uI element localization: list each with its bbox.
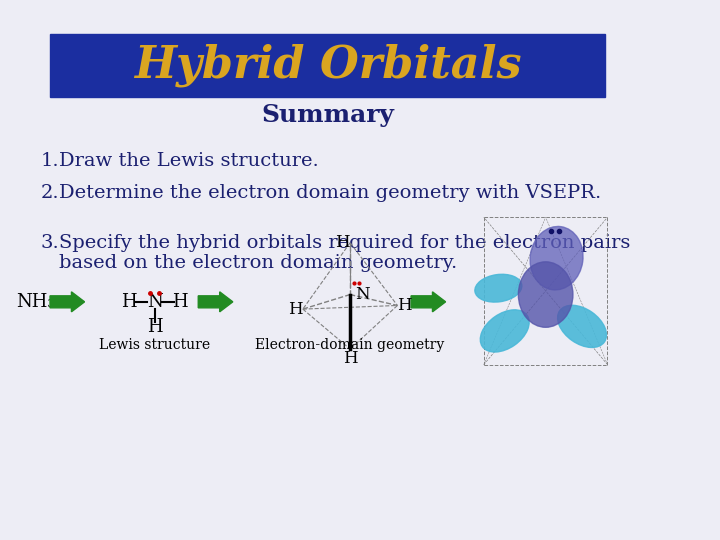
Text: NH₃: NH₃ (17, 293, 55, 311)
Text: Determine the electron domain geometry with VSEPR.: Determine the electron domain geometry w… (59, 184, 601, 201)
Ellipse shape (475, 274, 522, 302)
Bar (50, 33, 605, 97)
Text: Electron-domain geometry: Electron-domain geometry (256, 338, 445, 352)
Text: Lewis structure: Lewis structure (99, 338, 210, 352)
Text: 3.: 3. (41, 234, 60, 252)
Text: Specify the hybrid orbitals required for the electron pairs
based on the electro: Specify the hybrid orbitals required for… (59, 234, 631, 272)
Text: H: H (122, 293, 137, 311)
Text: H: H (147, 318, 163, 336)
Ellipse shape (518, 262, 573, 327)
Text: H: H (343, 350, 357, 367)
Text: 1.: 1. (41, 152, 60, 170)
Text: N: N (356, 286, 370, 303)
Text: Draw the Lewis structure.: Draw the Lewis structure. (59, 152, 319, 170)
Ellipse shape (557, 305, 606, 347)
Text: H: H (288, 301, 303, 318)
Polygon shape (411, 292, 446, 312)
Ellipse shape (530, 226, 583, 290)
Text: Summary: Summary (261, 103, 394, 127)
Polygon shape (50, 292, 84, 312)
Text: Hybrid Orbitals: Hybrid Orbitals (134, 44, 521, 87)
Text: H: H (397, 297, 412, 314)
Text: H: H (172, 293, 188, 311)
Text: 2.: 2. (41, 184, 60, 201)
Polygon shape (198, 292, 233, 312)
Text: N: N (147, 293, 163, 311)
Ellipse shape (480, 310, 529, 352)
Text: H: H (336, 234, 350, 251)
